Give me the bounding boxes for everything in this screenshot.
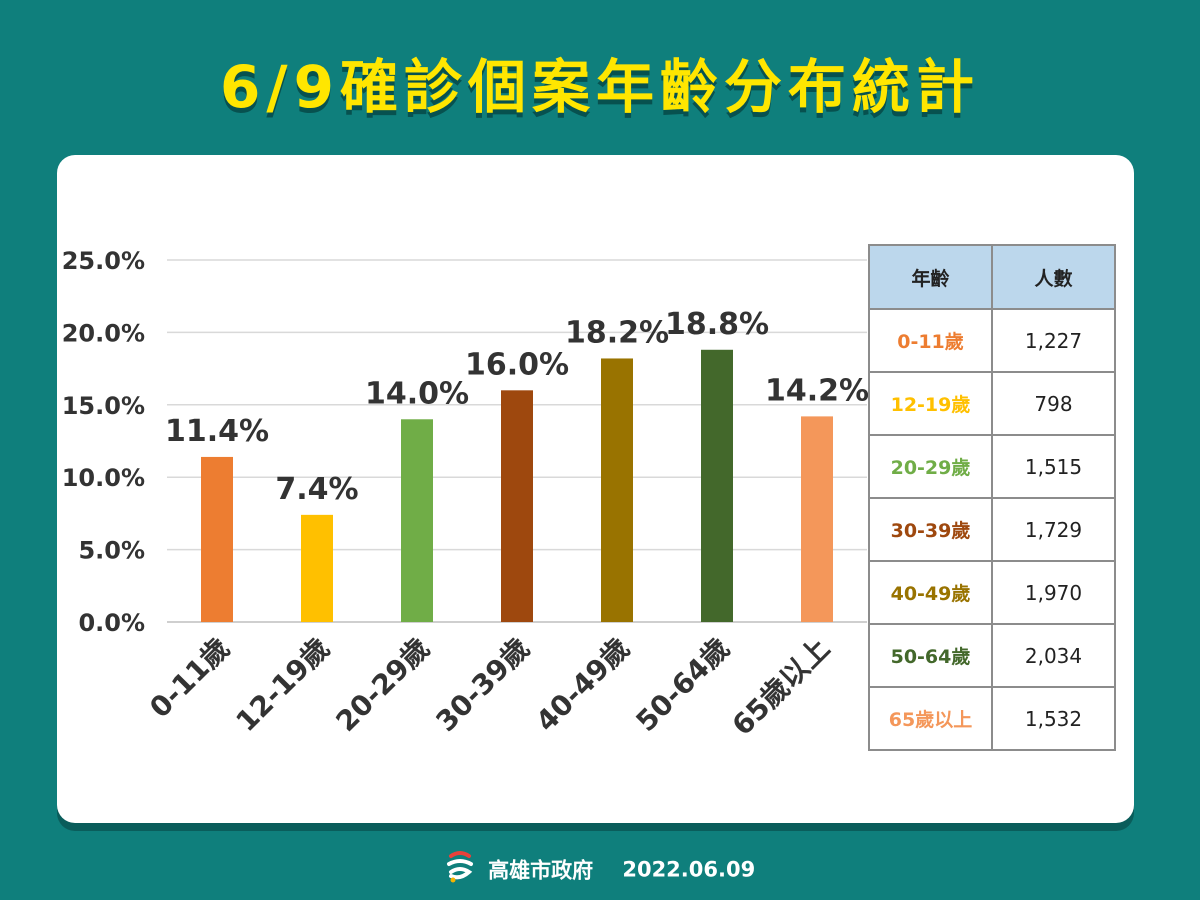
footer: 高雄市政府 2022.06.09 bbox=[0, 850, 1200, 889]
bar bbox=[401, 419, 433, 622]
bar bbox=[201, 456, 233, 622]
table-row: 65歲以上 1,532 bbox=[868, 686, 1116, 751]
footer-org: 高雄市政府 bbox=[488, 858, 594, 883]
bar bbox=[501, 390, 533, 622]
table-cell-age: 20-29歲 bbox=[868, 434, 993, 499]
x-tick-label: 20-29歲 bbox=[329, 632, 435, 738]
table-cell-age: 0-11歲 bbox=[868, 308, 993, 373]
x-tick-label: 40-49歲 bbox=[529, 632, 635, 738]
data-label: 14.0% bbox=[365, 376, 469, 411]
table-cell-count: 1,729 bbox=[991, 497, 1116, 562]
bar bbox=[801, 416, 833, 622]
data-label: 7.4% bbox=[275, 472, 358, 507]
table-cell-age: 65歲以上 bbox=[868, 686, 993, 751]
table-header-count: 人數 bbox=[991, 244, 1116, 310]
table-cell-age: 50-64歲 bbox=[868, 623, 993, 688]
y-tick-label: 25.0% bbox=[62, 247, 145, 275]
bar bbox=[301, 514, 333, 622]
y-tick-label: 0.0% bbox=[78, 609, 145, 637]
y-tick-label: 5.0% bbox=[78, 537, 145, 565]
kaohsiung-city-logo-icon bbox=[445, 850, 475, 889]
table-row: 30-39歲 1,729 bbox=[868, 497, 1116, 562]
table-cell-count: 1,515 bbox=[991, 434, 1116, 499]
table-cell-count: 1,532 bbox=[991, 686, 1116, 751]
footer-date: 2022.06.09 bbox=[622, 857, 756, 882]
data-label: 18.8% bbox=[665, 307, 769, 342]
table-row: 20-29歲 1,515 bbox=[868, 434, 1116, 499]
bar bbox=[601, 358, 633, 622]
table-cell-age: 40-49歲 bbox=[868, 560, 993, 625]
table-row: 40-49歲 1,970 bbox=[868, 560, 1116, 625]
x-tick-label: 0-11歲 bbox=[143, 632, 236, 725]
data-label: 18.2% bbox=[565, 315, 669, 350]
table-cell-count: 2,034 bbox=[991, 623, 1116, 688]
table-cell-count: 798 bbox=[991, 371, 1116, 436]
table-cell-age: 12-19歲 bbox=[868, 371, 993, 436]
y-tick-label: 10.0% bbox=[62, 464, 145, 492]
x-tick-label: 12-19歲 bbox=[229, 632, 335, 738]
data-label: 16.0% bbox=[465, 347, 569, 382]
x-tick-label: 65歲以上 bbox=[726, 632, 836, 742]
bar-chart: 0.0% 5.0% 10.0% 15.0% 20.0% 25.0% 11.4% 0-11歲 7.… bbox=[62, 247, 869, 742]
data-label: 11.4% bbox=[165, 414, 269, 449]
page-title: 6/9確診個案年齡分布統計 bbox=[220, 53, 980, 121]
x-tick-label: 30-39歲 bbox=[429, 632, 535, 738]
table-cell-count: 1,970 bbox=[991, 560, 1116, 625]
y-tick-label: 15.0% bbox=[62, 392, 145, 420]
table-header-age: 年齡 bbox=[868, 244, 993, 310]
table-row: 50-64歲 2,034 bbox=[868, 623, 1116, 688]
y-tick-label: 20.0% bbox=[62, 319, 145, 347]
table-row: 0-11歲 1,227 bbox=[868, 308, 1116, 373]
table-row: 12-19歲 798 bbox=[868, 371, 1116, 436]
table-header-row: 年齡 人數 bbox=[868, 244, 1116, 310]
data-label: 14.2% bbox=[765, 373, 869, 408]
table-cell-count: 1,227 bbox=[991, 308, 1116, 373]
age-count-table: 年齡 人數 0-11歲 1,227 12-19歲 798 20-29歲 1,51… bbox=[868, 244, 1116, 751]
bar bbox=[701, 349, 733, 622]
x-tick-label: 50-64歲 bbox=[629, 632, 735, 738]
table-cell-age: 30-39歲 bbox=[868, 497, 993, 562]
